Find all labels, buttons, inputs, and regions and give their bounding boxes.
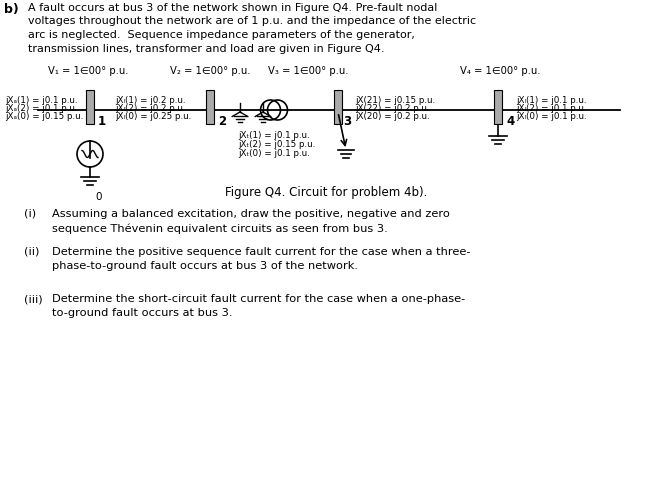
Text: jX(21) = j0.15 p.u.: jX(21) = j0.15 p.u. [355,96,435,105]
Text: V₃ = 1∈00° p.u.: V₃ = 1∈00° p.u. [268,66,348,76]
Text: jXₐ(2) = j0.1 p.u.: jXₐ(2) = j0.1 p.u. [5,104,78,113]
Text: jXₜ(0) = j0.1 p.u.: jXₜ(0) = j0.1 p.u. [238,149,310,157]
Text: jXₗ(2) = j0.1 p.u.: jXₗ(2) = j0.1 p.u. [516,104,587,113]
Text: jXₜ(2) = j0.15 p.u.: jXₜ(2) = j0.15 p.u. [238,140,316,149]
Text: jXₗ(0) = j0.1 p.u.: jXₗ(0) = j0.1 p.u. [516,112,587,121]
Text: jXₜ(1) = j0.1 p.u.: jXₜ(1) = j0.1 p.u. [238,131,310,140]
Text: Determine the short-circuit fault current for the case when a one-phase-: Determine the short-circuit fault curren… [52,293,466,303]
Text: jX(20) = j0.2 p.u.: jX(20) = j0.2 p.u. [355,112,430,121]
Text: 4: 4 [506,115,514,128]
Text: 2: 2 [218,115,226,128]
Text: jXₐ(1) = j0.1 p.u.: jXₐ(1) = j0.1 p.u. [5,96,78,105]
Text: to-ground fault occurs at bus 3.: to-ground fault occurs at bus 3. [52,307,233,317]
Text: jX(22) = j0.2 p.u.: jX(22) = j0.2 p.u. [355,104,430,113]
Text: 0: 0 [95,192,102,202]
Text: jXₗ(1) = j0.2 p.u.: jXₗ(1) = j0.2 p.u. [115,96,186,105]
Bar [334,91,342,125]
Text: (iii): (iii) [24,293,42,303]
Text: V₁ = 1∈00° p.u.: V₁ = 1∈00° p.u. [48,66,128,76]
Text: phase-to-ground fault occurs at bus 3 of the network.: phase-to-ground fault occurs at bus 3 of… [52,261,358,270]
Text: V₂ = 1∈00° p.u.: V₂ = 1∈00° p.u. [170,66,250,76]
Text: sequence Thévenin equivalent circuits as seen from bus 3.: sequence Thévenin equivalent circuits as… [52,223,388,233]
Bar [86,91,94,125]
Text: (ii): (ii) [24,247,39,256]
Text: Figure Q4. Circuit for problem 4b).: Figure Q4. Circuit for problem 4b). [225,186,427,199]
Text: Determine the positive sequence fault current for the case when a three-: Determine the positive sequence fault cu… [52,247,471,256]
Text: arc is neglected.  Sequence impedance parameters of the generator,: arc is neglected. Sequence impedance par… [28,30,415,40]
Bar [206,91,214,125]
Text: (i): (i) [24,209,36,218]
Text: jXₗ(0) = j0.25 p.u.: jXₗ(0) = j0.25 p.u. [115,112,191,121]
Text: V₄ = 1∈00° p.u.: V₄ = 1∈00° p.u. [460,66,541,76]
Text: jXₗ(2) = j0.2 p.u.: jXₗ(2) = j0.2 p.u. [115,104,186,113]
Text: 3: 3 [343,115,351,128]
Text: 1: 1 [98,115,106,128]
Text: voltages throughout the network are of 1 p.u. and the impedance of the electric: voltages throughout the network are of 1… [28,16,476,26]
Text: jXₗ(1) = j0.1 p.u.: jXₗ(1) = j0.1 p.u. [516,96,587,105]
Text: transmission lines, transformer and load are given in Figure Q4.: transmission lines, transformer and load… [28,43,385,53]
Text: A fault occurs at bus 3 of the network shown in Figure Q4. Pre-fault nodal: A fault occurs at bus 3 of the network s… [28,3,437,13]
Text: Assuming a balanced excitation, draw the positive, negative and zero: Assuming a balanced excitation, draw the… [52,209,450,218]
Text: jXₐ(0) = j0.15 p.u.: jXₐ(0) = j0.15 p.u. [5,112,83,121]
Text: b): b) [4,3,19,16]
Bar [494,91,502,125]
